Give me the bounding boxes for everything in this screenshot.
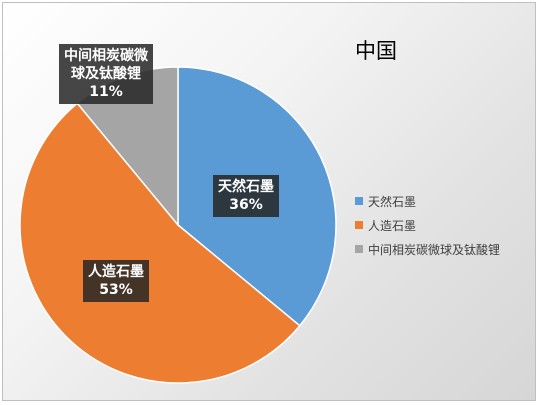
slice-label-mesocarbon-lto-value: 11%	[89, 84, 123, 100]
slice-label-artificial-graphite-value: 53%	[99, 282, 133, 298]
pie-slice-artificial-graphite[interactable]	[19, 102, 301, 384]
legend-swatch-natural-graphite	[355, 197, 363, 205]
slice-label-mesocarbon-lto: 中间相炭碳微 球及钛酸锂 11%	[59, 44, 153, 104]
slice-label-mesocarbon-lto-name-line1: 中间相炭碳微	[64, 48, 148, 64]
legend-swatch-artificial-graphite	[355, 221, 363, 229]
slice-label-artificial-graphite: 人造石墨 53%	[83, 260, 149, 302]
legend-item-natural-graphite[interactable]: 天然石墨	[355, 189, 535, 213]
chart-frame: 中国 天然石墨 36% 人造石墨 53% 中间相炭碳微 球及钛酸锂 11% 天然…	[2, 2, 536, 401]
chart-title: 中国	[355, 39, 397, 63]
legend-swatch-mesocarbon-lto	[355, 245, 363, 253]
slice-label-mesocarbon-lto-name-line2: 球及钛酸锂	[71, 66, 141, 82]
legend-label-mesocarbon-lto: 中间相炭碳微球及钛酸锂	[368, 242, 501, 257]
slice-label-artificial-graphite-name: 人造石墨	[88, 264, 144, 280]
legend-label-natural-graphite: 天然石墨	[368, 194, 417, 209]
slice-label-natural-graphite: 天然石墨 36%	[213, 175, 279, 217]
legend-item-mesocarbon-lto[interactable]: 中间相炭碳微球及钛酸锂	[355, 237, 535, 261]
legend-item-artificial-graphite[interactable]: 人造石墨	[355, 213, 535, 237]
legend-label-artificial-graphite: 人造石墨	[368, 218, 417, 233]
slice-label-natural-graphite-value: 36%	[229, 197, 263, 213]
legend: 天然石墨 人造石墨 中间相炭碳微球及钛酸锂	[355, 189, 535, 261]
slice-label-natural-graphite-name: 天然石墨	[218, 179, 274, 195]
